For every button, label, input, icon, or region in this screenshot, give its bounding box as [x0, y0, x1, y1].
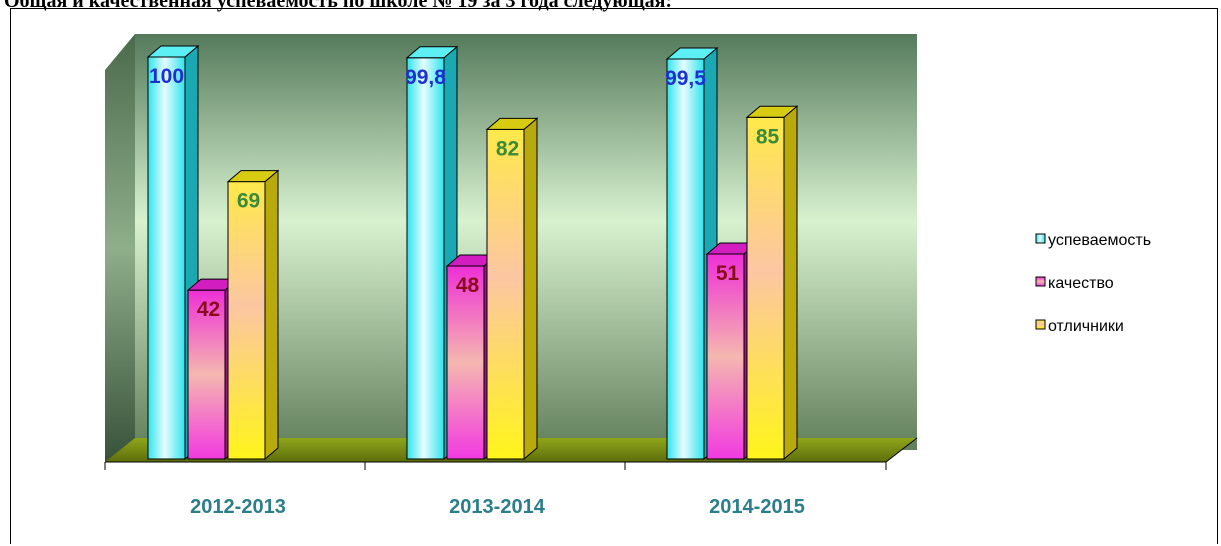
legend-label-kachestvo: качество: [1048, 275, 1114, 292]
bar-otlichniki-2012-2013: [226, 169, 280, 461]
legend: успеваемость качество отличники: [1035, 232, 1151, 335]
bar-otlichniki-2014-2015: [745, 105, 799, 461]
bar-front-face: [227, 181, 266, 460]
bar-side-face: [523, 117, 538, 461]
data-label-kachestvo-2013-2014: 48: [456, 274, 480, 297]
bar-top-face: [146, 45, 200, 58]
bar-front-face: [187, 289, 226, 460]
bar-top-face: [745, 105, 799, 118]
data-label-kachestvo-2014-2015: 51: [716, 262, 740, 285]
data-label-otlichniki-2012-2013: 69: [237, 190, 260, 213]
floor-edge: [885, 437, 918, 463]
data-label-otlichniki-2014-2015: 85: [756, 125, 780, 148]
legend-swatch-uspevaemost: [1035, 233, 1046, 244]
bar-front-face: [666, 58, 705, 460]
chart-side-wall: [105, 34, 135, 462]
document-heading: Общая и качественная успеваемость по шко…: [4, 0, 673, 12]
bar-top-face: [665, 47, 719, 60]
bar-top-face: [405, 46, 459, 59]
bar-otlichniki-2013-2014: [485, 117, 539, 461]
bar-side-face: [783, 105, 798, 461]
bar-front-face: [746, 116, 785, 460]
x-tick-label-2013-2014: 2013-2014: [449, 496, 546, 518]
x-tick-label-2014-2015: 2014-2015: [709, 496, 805, 518]
bar-front-face: [446, 265, 485, 460]
bar-side-face: [264, 169, 279, 461]
data-label-kachestvo-2012-2013: 42: [197, 298, 220, 321]
chart-frame: [10, 8, 1218, 544]
data-label-uspevaemost-2013-2014: 99,8: [405, 66, 446, 89]
bar-top-face: [226, 170, 280, 183]
legend-label-otlichniki: отличники: [1048, 318, 1124, 335]
bar-front-face: [406, 57, 445, 460]
data-label-uspevaemost-2014-2015: 99,5: [665, 67, 706, 90]
bar-top-face: [485, 117, 539, 130]
x-tick-label-2012-2013: 2012-2013: [190, 496, 286, 518]
legend-swatch-otlichniki: [1035, 319, 1046, 330]
legend-label-uspevaemost: успеваемость: [1048, 232, 1151, 249]
bar-front-face: [147, 56, 186, 460]
bar-front-face: [486, 128, 525, 460]
legend-swatch-kachestvo: [1035, 276, 1046, 287]
data-label-otlichniki-2013-2014: 82: [496, 137, 519, 160]
data-label-uspevaemost-2012-2013: 100: [149, 65, 184, 88]
bar-uspevaemost-2013-2014: [405, 45, 459, 461]
bar-front-face: [706, 253, 745, 460]
